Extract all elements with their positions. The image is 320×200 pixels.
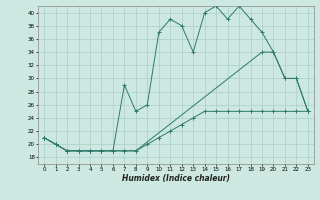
X-axis label: Humidex (Indice chaleur): Humidex (Indice chaleur) [122,174,230,183]
